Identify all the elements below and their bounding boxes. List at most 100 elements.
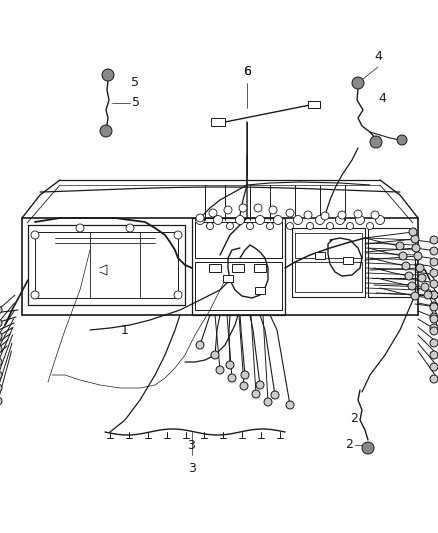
Circle shape (352, 77, 364, 89)
Text: 4: 4 (374, 50, 382, 63)
Text: 3: 3 (188, 462, 196, 475)
Text: 4: 4 (379, 92, 387, 105)
Circle shape (430, 269, 438, 277)
Circle shape (375, 215, 385, 224)
Circle shape (370, 136, 382, 148)
Circle shape (408, 282, 416, 290)
Circle shape (430, 291, 438, 299)
Circle shape (424, 291, 432, 299)
Circle shape (256, 381, 264, 389)
Circle shape (430, 236, 438, 244)
Circle shape (102, 69, 114, 81)
Circle shape (430, 280, 438, 288)
Circle shape (255, 215, 265, 224)
Circle shape (336, 215, 345, 224)
Circle shape (31, 291, 39, 299)
Circle shape (371, 211, 379, 219)
Bar (209, 264, 221, 272)
Circle shape (0, 371, 2, 379)
Circle shape (0, 306, 2, 314)
Circle shape (0, 358, 2, 366)
Bar (343, 256, 353, 263)
Text: 2: 2 (345, 439, 353, 451)
Circle shape (430, 351, 438, 359)
Circle shape (430, 303, 438, 311)
Circle shape (228, 374, 236, 382)
Circle shape (430, 339, 438, 347)
Circle shape (252, 390, 260, 398)
Circle shape (76, 224, 84, 232)
Circle shape (31, 231, 39, 239)
Circle shape (418, 274, 426, 282)
Circle shape (264, 398, 272, 406)
Text: 1: 1 (120, 324, 128, 337)
Circle shape (411, 292, 419, 300)
Text: 6: 6 (243, 65, 251, 78)
Circle shape (421, 283, 429, 291)
Circle shape (326, 222, 333, 230)
Circle shape (226, 222, 233, 230)
Circle shape (174, 231, 182, 239)
Circle shape (430, 258, 438, 266)
Circle shape (412, 244, 420, 252)
Circle shape (430, 247, 438, 255)
Circle shape (307, 222, 314, 230)
Circle shape (402, 262, 410, 270)
Circle shape (414, 252, 422, 260)
Circle shape (286, 222, 293, 230)
Circle shape (0, 384, 2, 392)
Circle shape (367, 222, 374, 230)
Circle shape (411, 235, 419, 243)
Circle shape (430, 363, 438, 371)
Circle shape (315, 215, 325, 224)
Circle shape (286, 209, 294, 217)
Text: 5: 5 (131, 76, 139, 89)
Bar (211, 118, 225, 126)
Circle shape (241, 371, 249, 379)
Circle shape (293, 215, 303, 224)
Circle shape (213, 215, 223, 224)
Circle shape (0, 397, 2, 405)
Circle shape (396, 242, 404, 250)
Text: 6: 6 (244, 66, 251, 78)
Circle shape (209, 209, 217, 217)
Circle shape (273, 215, 283, 224)
Circle shape (405, 272, 413, 280)
Circle shape (362, 442, 374, 454)
Circle shape (271, 391, 279, 399)
Circle shape (338, 211, 346, 219)
Text: 5: 5 (132, 96, 140, 109)
Bar (254, 264, 266, 272)
Circle shape (196, 214, 204, 222)
Circle shape (126, 224, 134, 232)
Circle shape (430, 291, 438, 299)
Bar (223, 274, 233, 281)
Bar (255, 287, 265, 294)
Circle shape (247, 222, 254, 230)
Circle shape (211, 351, 219, 359)
Circle shape (269, 206, 277, 214)
Circle shape (397, 135, 407, 145)
Circle shape (430, 315, 438, 323)
Circle shape (430, 375, 438, 383)
Circle shape (430, 324, 438, 332)
Circle shape (399, 252, 407, 260)
Circle shape (286, 401, 294, 409)
Circle shape (430, 313, 438, 321)
Circle shape (240, 382, 248, 390)
Circle shape (354, 210, 362, 218)
Circle shape (409, 228, 417, 236)
Circle shape (356, 215, 364, 224)
Circle shape (239, 204, 247, 212)
Circle shape (226, 361, 234, 369)
Bar (232, 264, 244, 272)
Circle shape (304, 211, 312, 219)
Circle shape (100, 125, 112, 137)
Circle shape (254, 204, 262, 212)
Circle shape (0, 345, 2, 353)
Bar (308, 101, 320, 108)
Circle shape (430, 327, 438, 335)
Circle shape (0, 332, 2, 340)
Circle shape (346, 222, 353, 230)
Bar (315, 252, 325, 259)
